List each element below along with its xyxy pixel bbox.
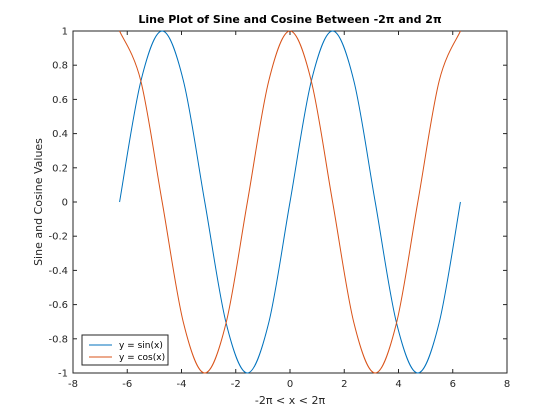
y-tick-label: -0.2 [48,232,68,243]
x-tick-label: 0 [287,379,293,390]
y-tick-label: -0.8 [48,334,68,345]
x-tick-label: -6 [122,379,132,390]
legend-label-sin: y = sin(x) [119,341,163,351]
y-tick-label: -0.6 [48,300,68,311]
x-tick-label: -8 [68,379,78,390]
y-tick-label: -0.4 [48,266,68,277]
y-axis-title: Sine and Cosine Values [32,138,45,266]
x-tick-label: -4 [177,379,187,390]
legend: y = sin(x) y = cos(x) [81,334,169,366]
y-tick-label: -1 [58,369,68,380]
x-tick-label: 2 [341,379,347,390]
chart-title: Line Plot of Sine and Cosine Between -2π… [138,13,442,26]
y-tick-label: 0.2 [52,163,68,174]
y-tick-label: 0.4 [52,129,68,140]
x-tick-label: 6 [450,379,456,390]
legend-label-cos: y = cos(x) [119,353,165,363]
x-axis-title: -2π < x < 2π [255,394,326,407]
y-tick-label: 1 [62,27,68,38]
y-tick-label: 0.6 [52,95,68,106]
tick-layer: -8 -6 -4 -2 0 2 4 6 8 -1 -0.8 -0.6 -0.4 -0.2 0 0.2 0.4 0.… [48,27,510,391]
legend-box [81,334,169,366]
y-tick-label: 0.8 [52,61,68,72]
x-tick-label: 8 [504,379,510,390]
x-tick-label: -2 [231,379,241,390]
y-tick-label: 0 [62,198,68,209]
sine-series-line [119,30,461,374]
x-tick-label: 4 [395,379,401,390]
